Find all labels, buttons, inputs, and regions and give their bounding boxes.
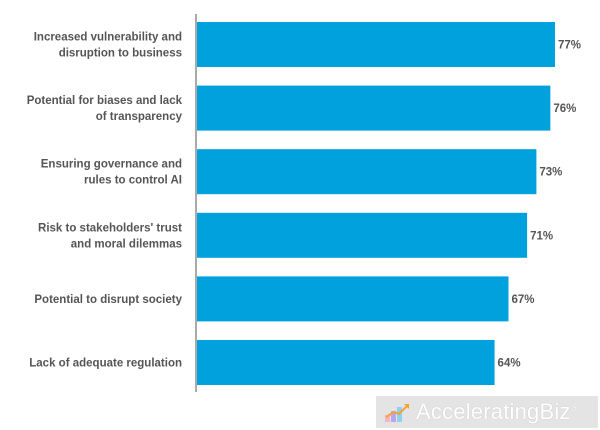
bar-2 bbox=[197, 149, 537, 195]
category-label-0: Increased vulnerability and disruption to… bbox=[34, 32, 182, 60]
bar-1 bbox=[197, 85, 551, 131]
value-label-2: 73% bbox=[539, 167, 562, 179]
value-label-1: 76% bbox=[553, 103, 576, 115]
category-label-line: and moral dilemmas bbox=[71, 238, 182, 250]
category-label-line: Potential to disrupt society bbox=[34, 294, 182, 306]
category-label-line: Increased vulnerability and bbox=[34, 32, 182, 44]
bar-0 bbox=[197, 22, 555, 67]
category-label-line: disruption to business bbox=[59, 48, 182, 60]
value-label-5: 64% bbox=[498, 358, 521, 370]
bar-3 bbox=[197, 212, 528, 258]
category-label-3: Risk to stakeholders' trust and moral dil… bbox=[38, 222, 182, 250]
value-labels: 77% 76% 73% 71% 67% 64% bbox=[498, 40, 581, 370]
bar-chart-logo-icon bbox=[385, 404, 409, 422]
category-label-5: Lack of adequate regulation bbox=[29, 358, 182, 370]
category-labels: Increased vulnerability and disruption to… bbox=[27, 32, 183, 370]
watermark: AcceleratingBiz® bbox=[376, 396, 598, 428]
bar-4 bbox=[197, 276, 509, 322]
category-label-1: Potential for biases and lack of transpar… bbox=[27, 95, 183, 123]
bar-5 bbox=[197, 340, 495, 385]
category-label-line: of transparency bbox=[96, 111, 183, 123]
category-label-line: Ensuring governance and bbox=[41, 159, 182, 171]
value-label-4: 67% bbox=[512, 294, 535, 306]
bars-group bbox=[197, 22, 555, 385]
category-label-line: rules to control AI bbox=[84, 175, 182, 187]
value-label-3: 71% bbox=[530, 230, 553, 242]
category-label-line: Lack of adequate regulation bbox=[29, 358, 182, 370]
category-label-4: Potential to disrupt society bbox=[34, 294, 182, 306]
value-label-0: 77% bbox=[558, 40, 581, 52]
category-label-line: Potential for biases and lack bbox=[27, 95, 183, 107]
category-label-2: Ensuring governance and rules to control … bbox=[41, 159, 182, 187]
watermark-text: AcceleratingBiz® bbox=[416, 399, 579, 424]
category-label-line: Risk to stakeholders' trust bbox=[38, 222, 182, 234]
